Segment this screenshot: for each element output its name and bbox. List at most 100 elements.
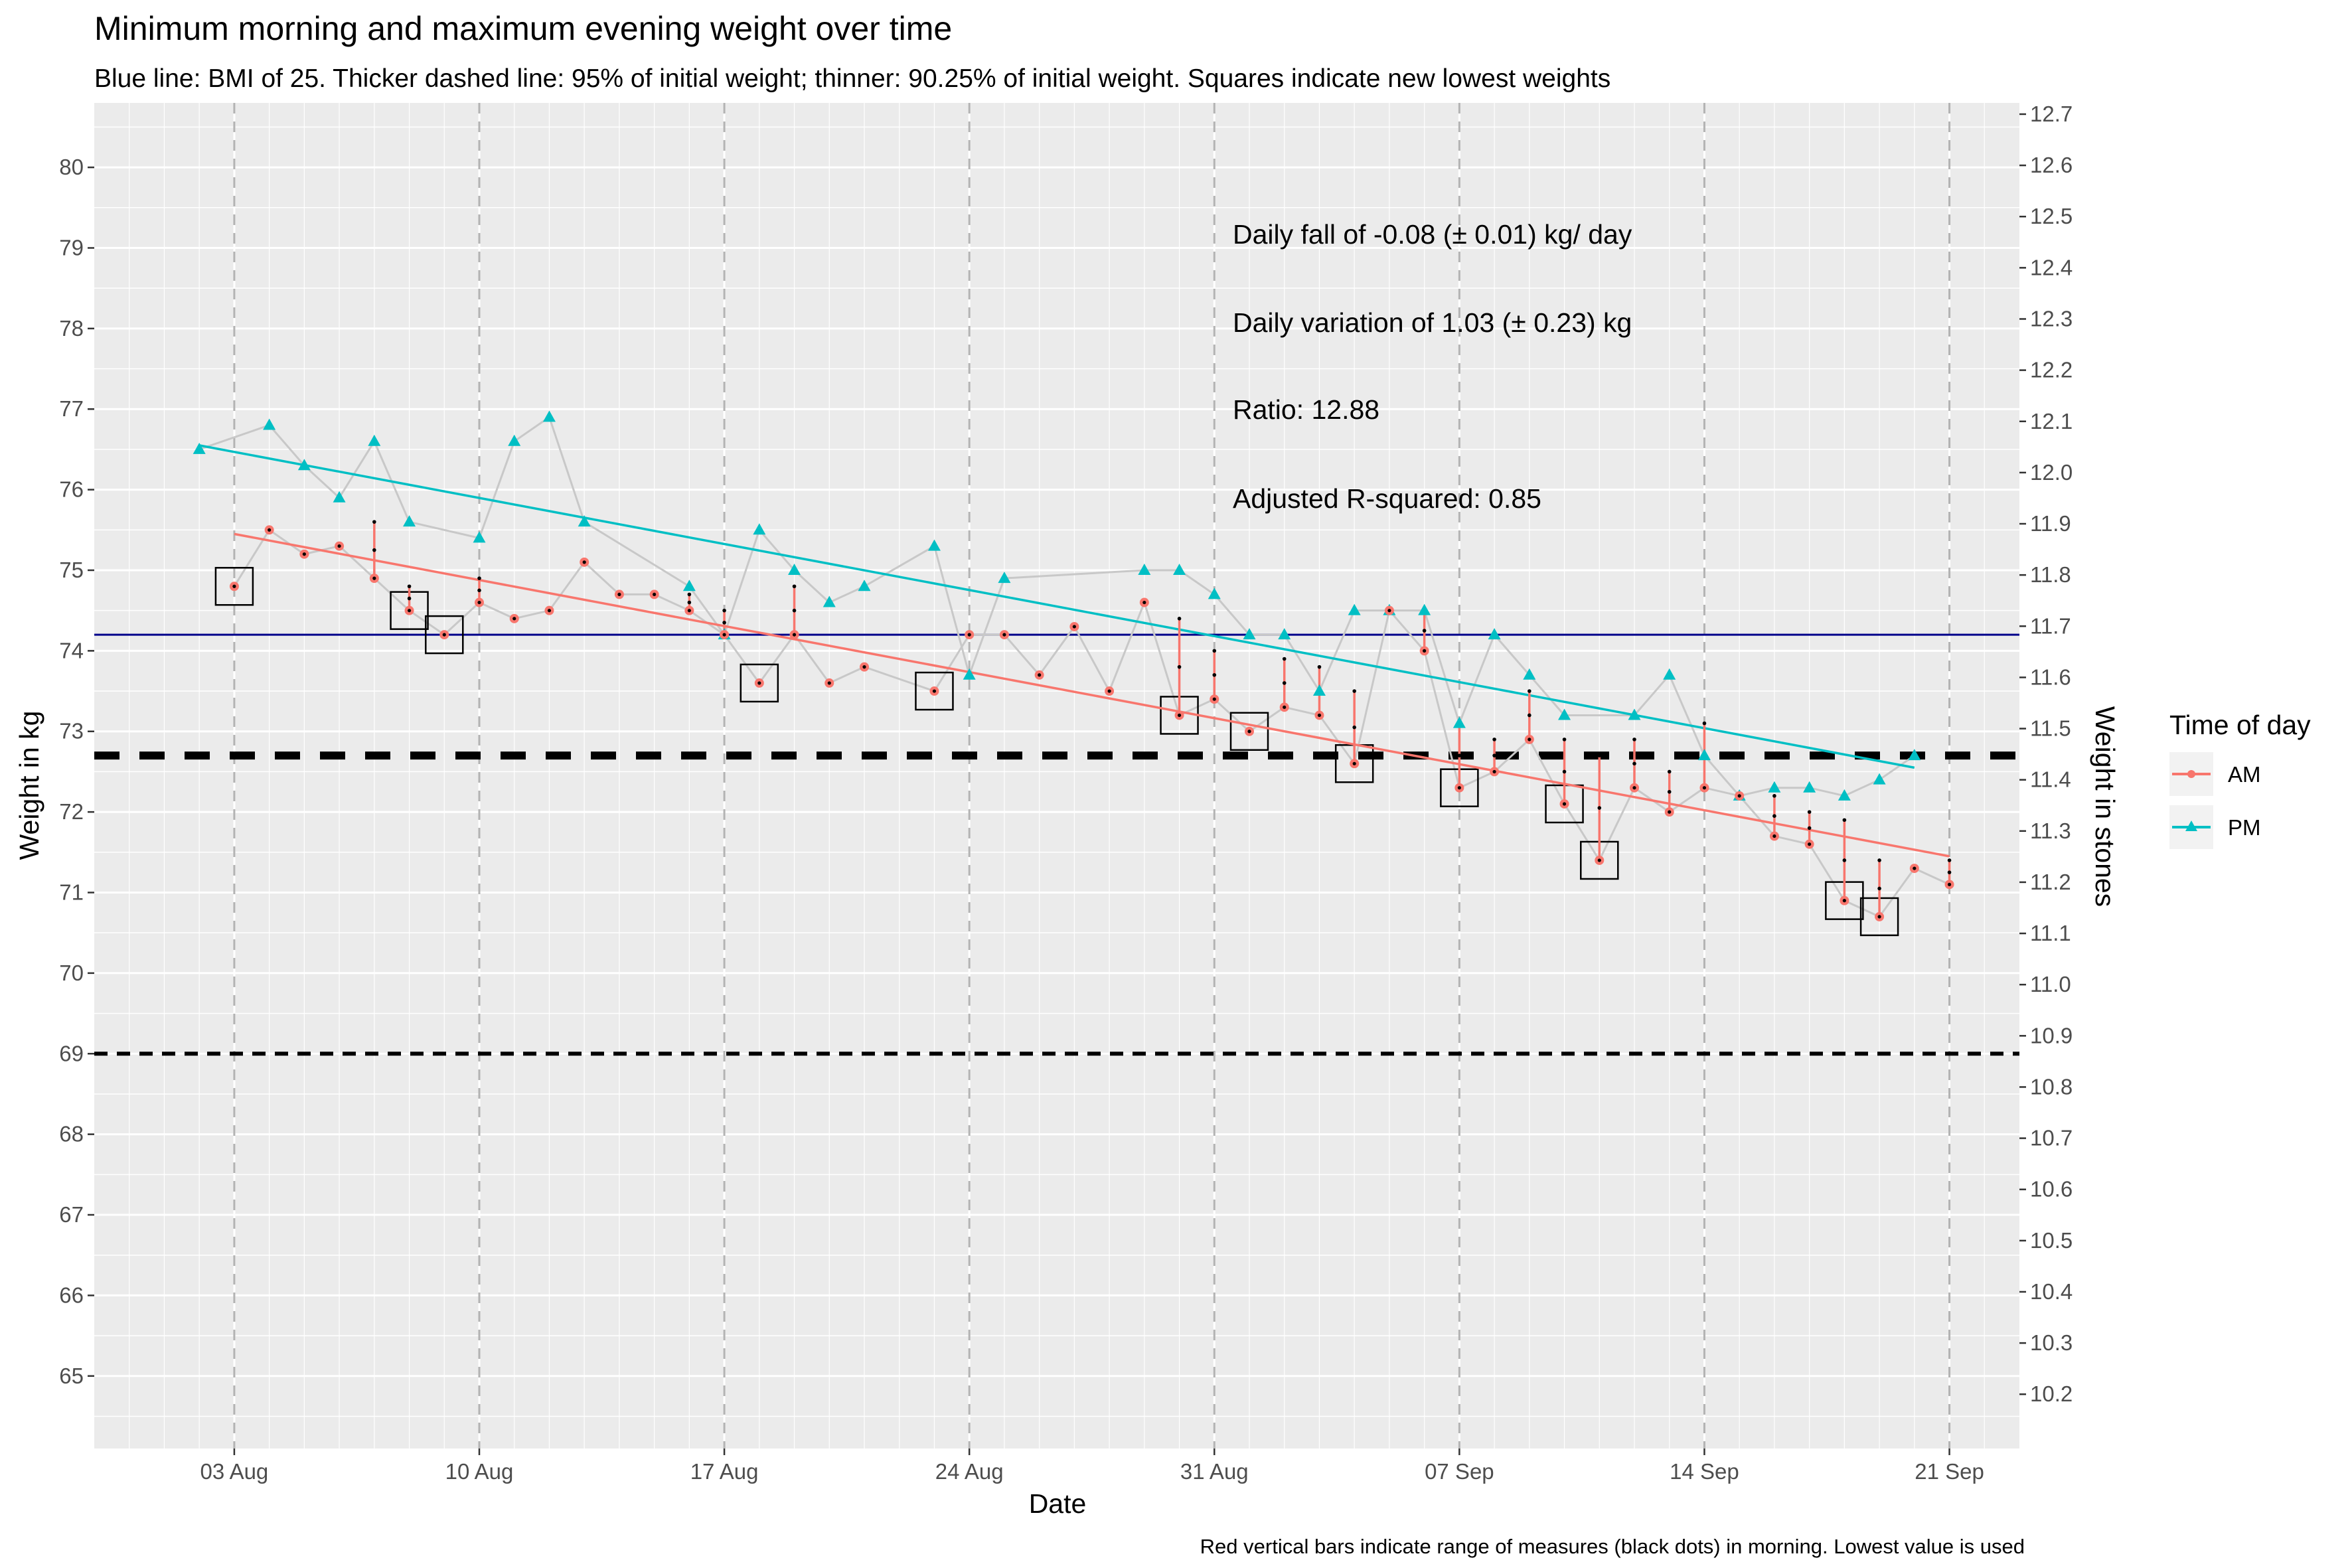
y-tick-label: 65 <box>59 1364 84 1388</box>
y2-tick-label: 12.3 <box>2030 306 2073 331</box>
am-measure-dot <box>337 544 341 548</box>
morning-measure-dot <box>1457 753 1462 757</box>
y-tick-label: 73 <box>59 719 84 744</box>
morning-measure-dot <box>1492 738 1496 742</box>
legend-key-am-point <box>2187 770 2195 778</box>
y-tick-label: 66 <box>59 1283 84 1307</box>
y2-tick-label: 10.3 <box>2030 1330 2073 1355</box>
morning-measure-dot <box>1632 761 1636 766</box>
y2-tick-label: 12.5 <box>2030 204 2073 228</box>
am-measure-dot <box>547 609 552 613</box>
x-tick-label: 24 Aug <box>935 1459 1004 1484</box>
am-measure-dot <box>1702 786 1707 790</box>
am-measure-dot <box>1597 858 1601 862</box>
y2-tick-label: 11.6 <box>2030 665 2071 689</box>
pm-point <box>1838 789 1851 801</box>
morning-measure-dot <box>1317 665 1322 669</box>
chart-caption: Red vertical bars indicate range of meas… <box>1200 1535 2025 1558</box>
pm-trend-line <box>198 444 1915 769</box>
am-measure-dot <box>1247 730 1251 734</box>
y2-tick-label: 11.2 <box>2030 870 2071 894</box>
y-tick-label: 68 <box>59 1122 84 1146</box>
pm-point <box>682 580 696 591</box>
x-tick-label: 21 Sep <box>1915 1459 1984 1484</box>
am-measure-dot <box>1457 786 1461 790</box>
y2-tick-label: 10.7 <box>2030 1126 2073 1150</box>
new-lowest-square <box>740 663 779 703</box>
morning-measure-dot <box>1877 858 1881 862</box>
pm-point <box>858 580 871 591</box>
morning-measure-dot <box>1562 738 1567 742</box>
pm-point <box>1523 668 1536 680</box>
am-measure-dot <box>1212 697 1216 701</box>
am-measure-dot <box>932 689 937 693</box>
pm-point <box>1768 781 1781 793</box>
am-measure-dot <box>477 600 481 605</box>
pm-point <box>1488 628 1501 640</box>
pm-point <box>823 595 836 607</box>
am-measure-dot <box>967 633 971 637</box>
am-measure-dot <box>1423 649 1427 653</box>
am-measure-dot <box>1107 689 1111 693</box>
legend-label-am: AM <box>2228 762 2261 787</box>
am-measure-dot <box>722 633 726 637</box>
am-measure-dot <box>442 633 446 637</box>
morning-measure-dot <box>1842 818 1847 823</box>
pm-point <box>1138 563 1151 575</box>
morning-measure-dot <box>1667 769 1672 774</box>
x-tick-label: 10 Aug <box>445 1459 514 1484</box>
morning-measure-dot <box>407 596 412 601</box>
morning-measure-dot <box>1877 886 1881 891</box>
morning-measure-dot <box>1947 870 1952 874</box>
pm-point <box>1312 684 1326 696</box>
am-measure-dot <box>407 609 412 613</box>
pm-point <box>263 418 276 430</box>
legend: Time of day AM PM <box>2169 710 2311 849</box>
y2-tick-label: 12.2 <box>2030 358 2073 382</box>
y2-tick-label: 11.4 <box>2030 767 2071 792</box>
am-measure-dot <box>232 584 236 588</box>
y-tick-label: 77 <box>59 396 84 421</box>
pm-point <box>1663 668 1676 680</box>
am-measure-dot <box>1142 600 1146 605</box>
data-layer <box>193 410 1954 937</box>
am-measure-dot <box>1808 842 1812 846</box>
am-measure-dot <box>653 592 657 597</box>
morning-measure-dot <box>372 548 376 552</box>
pm-point <box>1803 781 1816 793</box>
am-measure-dot <box>1528 738 1531 742</box>
y2-tick-label: 10.8 <box>2030 1074 2073 1099</box>
y-tick-label: 76 <box>59 477 84 502</box>
y-tick-label: 67 <box>59 1202 84 1227</box>
y2-tick-label: 11.9 <box>2030 511 2071 536</box>
legend-title: Time of day <box>2169 710 2311 740</box>
new-lowest-square <box>425 615 464 655</box>
pm-point <box>963 668 976 680</box>
y2-tick-label: 12.6 <box>2030 153 2073 177</box>
y-tick-label: 80 <box>59 155 84 179</box>
y2-tick-label: 11.7 <box>2030 613 2071 638</box>
am-measure-dot <box>1177 713 1182 718</box>
am-measure-dot <box>1913 866 1917 870</box>
am-trend-line <box>234 532 1950 858</box>
morning-measure-dot <box>1842 858 1847 862</box>
morning-measure-dot <box>792 608 797 613</box>
chart-subtitle: Blue line: BMI of 25. Thicker dashed lin… <box>94 64 1610 93</box>
x-tick-label: 03 Aug <box>200 1459 269 1484</box>
am-measure-dot <box>372 576 376 580</box>
am-measure-dot <box>1877 915 1881 919</box>
pm-point <box>297 459 311 471</box>
morning-measure-dot <box>1282 681 1287 685</box>
morning-measure-dot <box>1632 738 1636 742</box>
morning-measure-dot <box>1562 769 1567 774</box>
am-measure-dot <box>268 528 272 532</box>
morning-measure-dot <box>1772 814 1776 818</box>
am-measure-dot <box>792 633 797 637</box>
am-measure-dot <box>1737 794 1741 798</box>
pm-point <box>403 515 416 527</box>
y2-tick-label: 12.0 <box>2030 460 2073 485</box>
am-measure-dot <box>1283 705 1287 709</box>
stats-annotation: Ratio: 12.88 <box>1233 394 1379 425</box>
morning-measure-dot <box>1807 826 1812 830</box>
y-tick-label: 71 <box>59 880 84 904</box>
